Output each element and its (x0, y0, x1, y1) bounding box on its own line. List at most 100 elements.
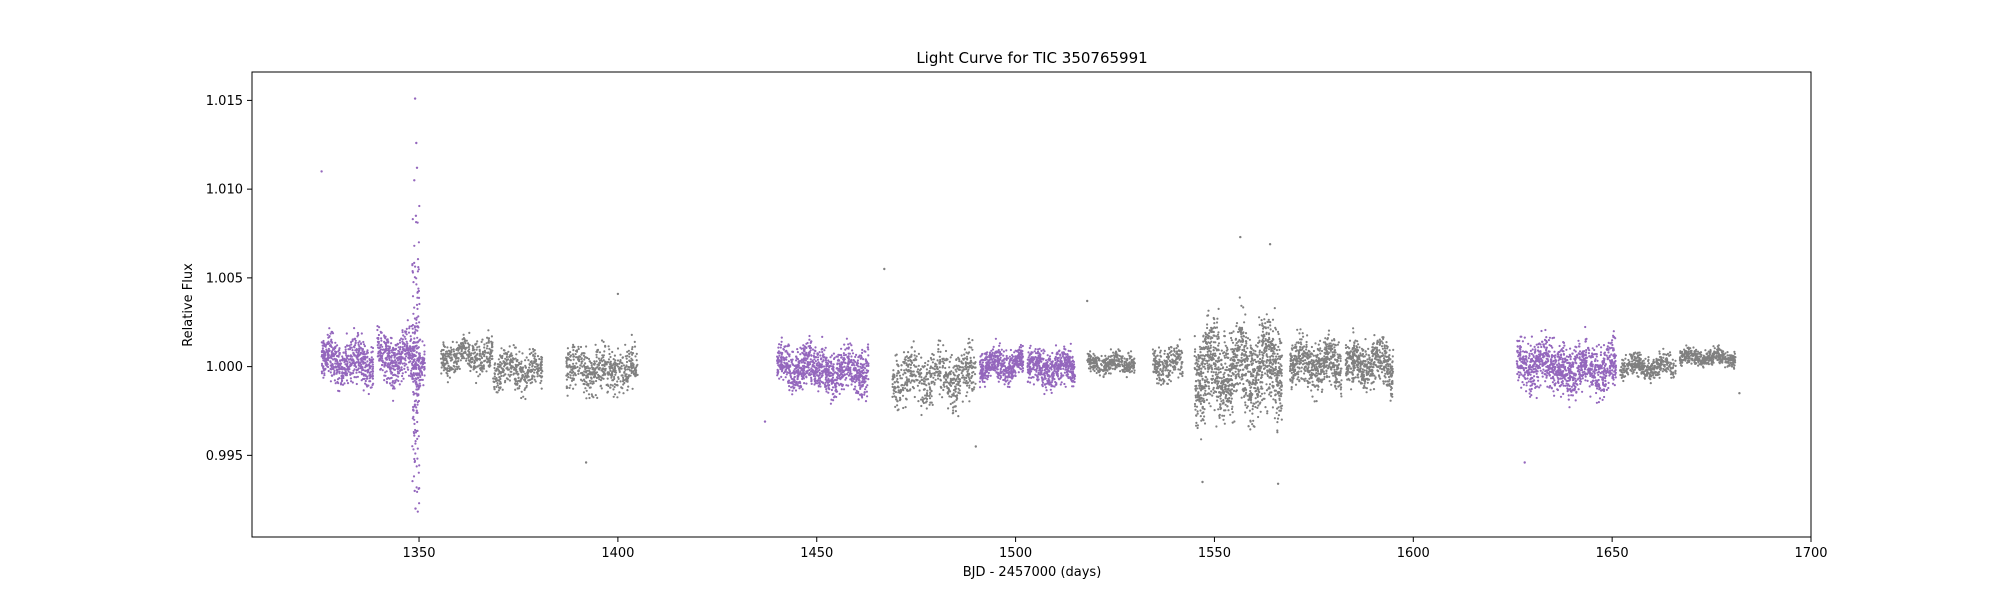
flux-point (528, 348, 531, 351)
flux-point (938, 393, 941, 396)
flux-point (414, 377, 417, 380)
flux-point (786, 366, 789, 369)
flux-point (950, 384, 953, 387)
flux-point (1040, 349, 1043, 352)
flux-point (1053, 378, 1056, 381)
flux-point (960, 354, 963, 357)
flux-point (538, 357, 541, 361)
flux-point (785, 358, 788, 361)
flux-point (488, 363, 491, 366)
flux-point (604, 344, 607, 347)
flux-point (346, 344, 349, 347)
flux-point (366, 351, 369, 354)
flux-point (929, 388, 932, 391)
flux-point (494, 369, 497, 372)
flux-point (423, 365, 426, 369)
flux-point (635, 359, 638, 362)
flux-point (625, 375, 629, 378)
flux-point (932, 353, 935, 357)
flux-point (414, 373, 418, 376)
flux-point (612, 395, 615, 398)
flux-point (814, 349, 817, 353)
flux-point (798, 366, 801, 369)
flux-point (364, 364, 367, 367)
flux-point (815, 364, 818, 367)
flux-point (858, 393, 862, 396)
flux-point (405, 363, 408, 366)
flux-point (1030, 358, 1033, 361)
flux-point (829, 356, 832, 359)
flux-point (792, 363, 795, 367)
flux-point (1059, 376, 1062, 379)
flux-point (618, 391, 621, 394)
flux-point (1002, 350, 1006, 353)
flux-point (381, 345, 384, 348)
flux-point (822, 359, 825, 362)
flux-point (952, 409, 955, 412)
flux-point (1038, 352, 1041, 355)
flux-point (506, 366, 509, 369)
flux-point (568, 358, 571, 361)
flux-point (802, 373, 805, 376)
flux-point (614, 373, 617, 376)
flux-point (595, 356, 598, 359)
flux-point (586, 373, 589, 377)
flux-point (804, 359, 808, 362)
flux-point (407, 349, 410, 352)
flux-point (441, 348, 444, 352)
flux-point (379, 368, 382, 371)
flux-point (515, 368, 518, 371)
flux-point (896, 377, 899, 381)
flux-point (865, 390, 869, 393)
flux-point (964, 362, 968, 365)
flux-point (800, 385, 803, 388)
flux-point (1072, 370, 1075, 374)
flux-point (843, 343, 846, 346)
flux-point (413, 337, 416, 340)
flux-point (946, 358, 949, 361)
flux-point (628, 355, 631, 358)
flux-point (592, 363, 595, 366)
flux-point (351, 381, 354, 384)
flux-point (369, 380, 372, 383)
flux-point (349, 373, 352, 376)
flux-point (795, 359, 798, 362)
light-curve-segment (1026, 342, 1077, 396)
flux-point (821, 374, 824, 377)
flux-point (1038, 359, 1041, 362)
flux-point (444, 359, 447, 362)
flux-point (459, 359, 462, 362)
flux-point (857, 374, 860, 378)
flux-point (811, 368, 814, 371)
flux-point (618, 362, 621, 365)
flux-point (1058, 364, 1062, 367)
flux-point (581, 365, 584, 368)
flux-point (810, 376, 813, 379)
flux-point (967, 337, 971, 340)
flux-point (935, 363, 938, 366)
flux-point (1069, 368, 1072, 371)
flux-point (791, 393, 794, 396)
flux-point (1033, 357, 1036, 360)
flux-point (351, 349, 354, 352)
flux-point (961, 400, 964, 403)
flux-point (391, 387, 395, 390)
flux-point (585, 371, 588, 374)
flux-point (808, 334, 811, 338)
flux-point (613, 354, 617, 357)
flux-point (909, 366, 912, 369)
flux-point (1020, 346, 1023, 349)
flux-point (480, 340, 483, 343)
flux-point (855, 379, 858, 382)
flux-point (965, 374, 968, 377)
flux-point (362, 353, 365, 356)
flux-point (406, 366, 409, 369)
flux-point (622, 376, 625, 379)
flux-point (336, 344, 339, 347)
flux-point (823, 356, 826, 359)
flux-point (904, 358, 907, 361)
flux-point (420, 361, 423, 364)
flux-point (570, 379, 574, 382)
flux-point (344, 348, 347, 351)
flux-point (398, 383, 401, 386)
